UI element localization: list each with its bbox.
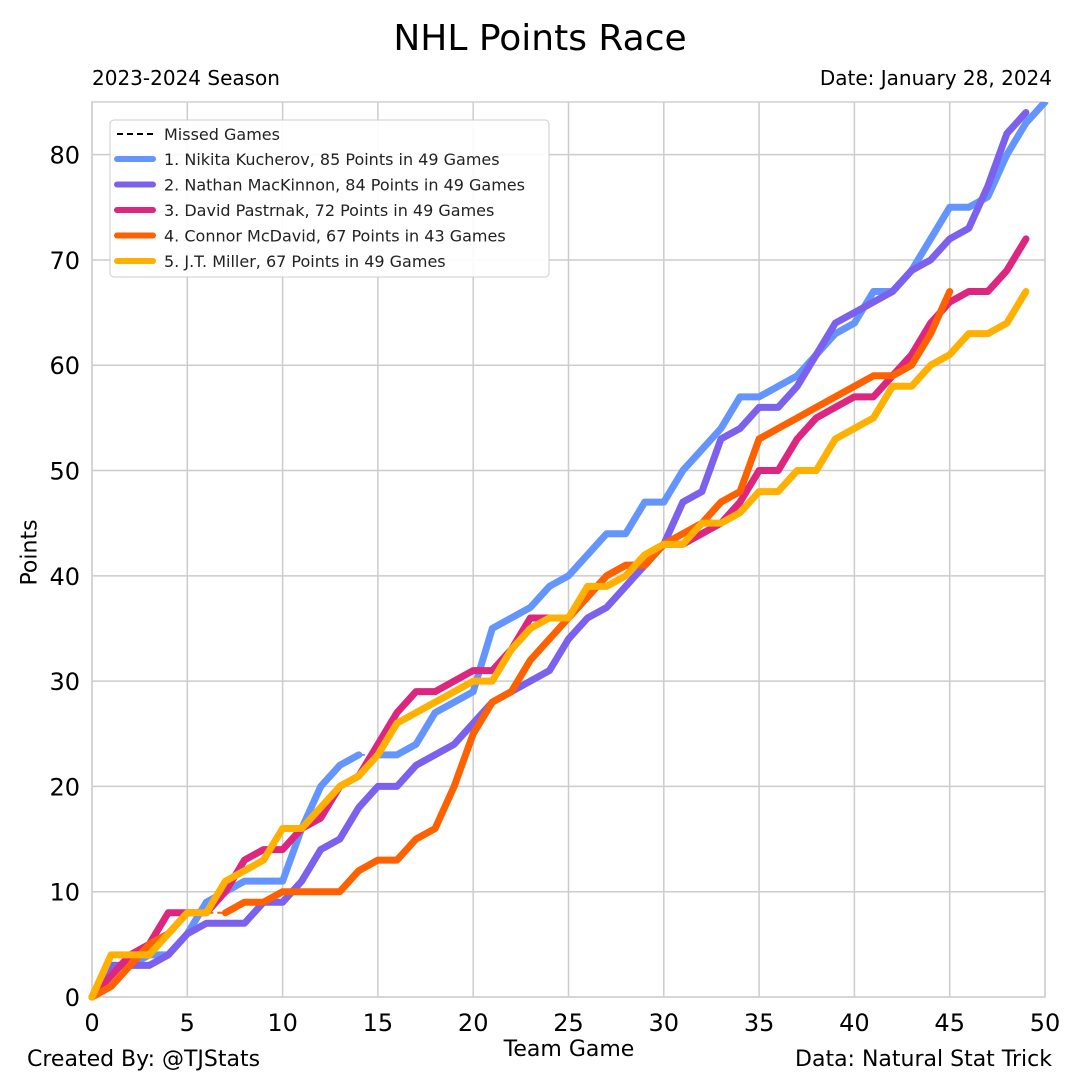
credit-label: Created By: @TJStats — [27, 1047, 261, 1072]
x-tick-label: 45 — [934, 1009, 965, 1037]
date-label: Date: January 28, 2024 — [819, 66, 1052, 90]
y-tick-label: 60 — [49, 352, 80, 380]
x-tick-label: 35 — [744, 1009, 775, 1037]
y-tick-label: 80 — [49, 142, 80, 170]
y-tick-label: 10 — [49, 879, 80, 907]
chart-title: NHL Points Race — [393, 18, 687, 59]
x-tick-label: 5 — [180, 1009, 195, 1037]
y-axis-label: Points — [17, 519, 43, 586]
series-line — [374, 102, 1049, 759]
x-tick-label: 20 — [458, 1009, 489, 1037]
legend: Missed Games 1. Nikita Kucherov, 85 Point… — [109, 119, 550, 278]
source-label: Data: Natural Stat Trick — [795, 1047, 1052, 1072]
legend-label: 4. Connor McDavid, 67 Points in 43 Games — [164, 227, 506, 246]
series-line — [88, 109, 1030, 1001]
legend-label-missed-games: Missed Games — [164, 125, 280, 144]
series-line — [221, 288, 954, 917]
y-tick-label: 0 — [65, 984, 80, 1012]
series-line — [88, 288, 1030, 1001]
y-tick-label: 40 — [49, 563, 80, 591]
plot-frame — [91, 101, 1046, 998]
legend-label: 1. Nikita Kucherov, 85 Points in 49 Game… — [164, 150, 500, 169]
x-tick-label: 50 — [1030, 1009, 1061, 1037]
x-tick-label: 25 — [553, 1009, 584, 1037]
y-tick-label: 20 — [49, 773, 80, 801]
x-axis-label: Team Game — [503, 1037, 635, 1062]
x-tick-label: 15 — [363, 1009, 394, 1037]
x-tick-label: 10 — [267, 1009, 298, 1037]
y-tick-label: 50 — [49, 458, 80, 486]
legend-box — [109, 119, 550, 278]
x-tick-label: 0 — [84, 1009, 99, 1037]
y-tick-label: 70 — [49, 247, 80, 275]
series-5 — [88, 288, 1030, 1001]
legend-label: 2. Nathan MacKinnon, 84 Points in 49 Gam… — [164, 176, 525, 195]
chart-subtitle: 2023-2024 Season — [92, 66, 280, 90]
legend-label: 5. J.T. Miller, 67 Points in 49 Games — [164, 252, 446, 271]
x-tick-label: 30 — [649, 1009, 680, 1037]
legend-label: 3. David Pastrnak, 72 Points in 49 Games — [164, 201, 494, 220]
series-2 — [88, 109, 1030, 1001]
x-tick-label: 40 — [839, 1009, 870, 1037]
y-tick-label: 30 — [49, 668, 80, 696]
